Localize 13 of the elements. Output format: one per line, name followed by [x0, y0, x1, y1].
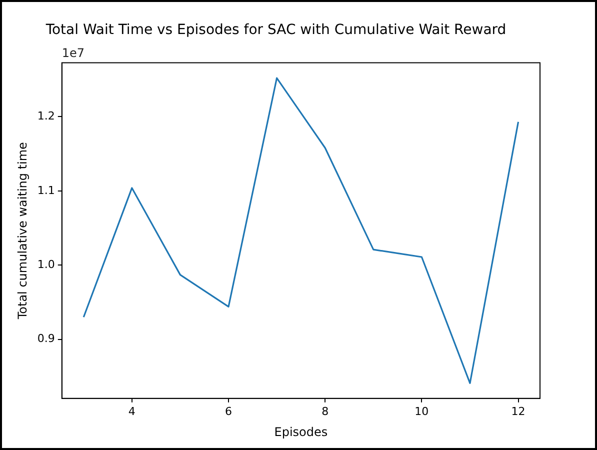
y-tick-label: 1.0	[37, 258, 55, 272]
x-tick-label: 4	[128, 404, 136, 418]
y-tick-label: 0.9	[37, 332, 55, 346]
y-tick-label: 1.1	[37, 184, 55, 197]
text: 1e7	[62, 46, 85, 60]
y-tick-label: 1.2	[37, 110, 55, 123]
x-tick-label: 12	[511, 404, 526, 418]
x-tick-label: 10	[414, 404, 429, 418]
y-axis-title: Total cumulative waiting time	[15, 142, 30, 320]
x-tick-label: 8	[322, 404, 329, 418]
x-axis-title: Episodes	[274, 424, 328, 439]
chart-title: Total Wait Time vs Episodes for SAC with Cumulative Wait Reward	[44, 22, 506, 38]
x-tick-label: 6	[225, 404, 232, 418]
